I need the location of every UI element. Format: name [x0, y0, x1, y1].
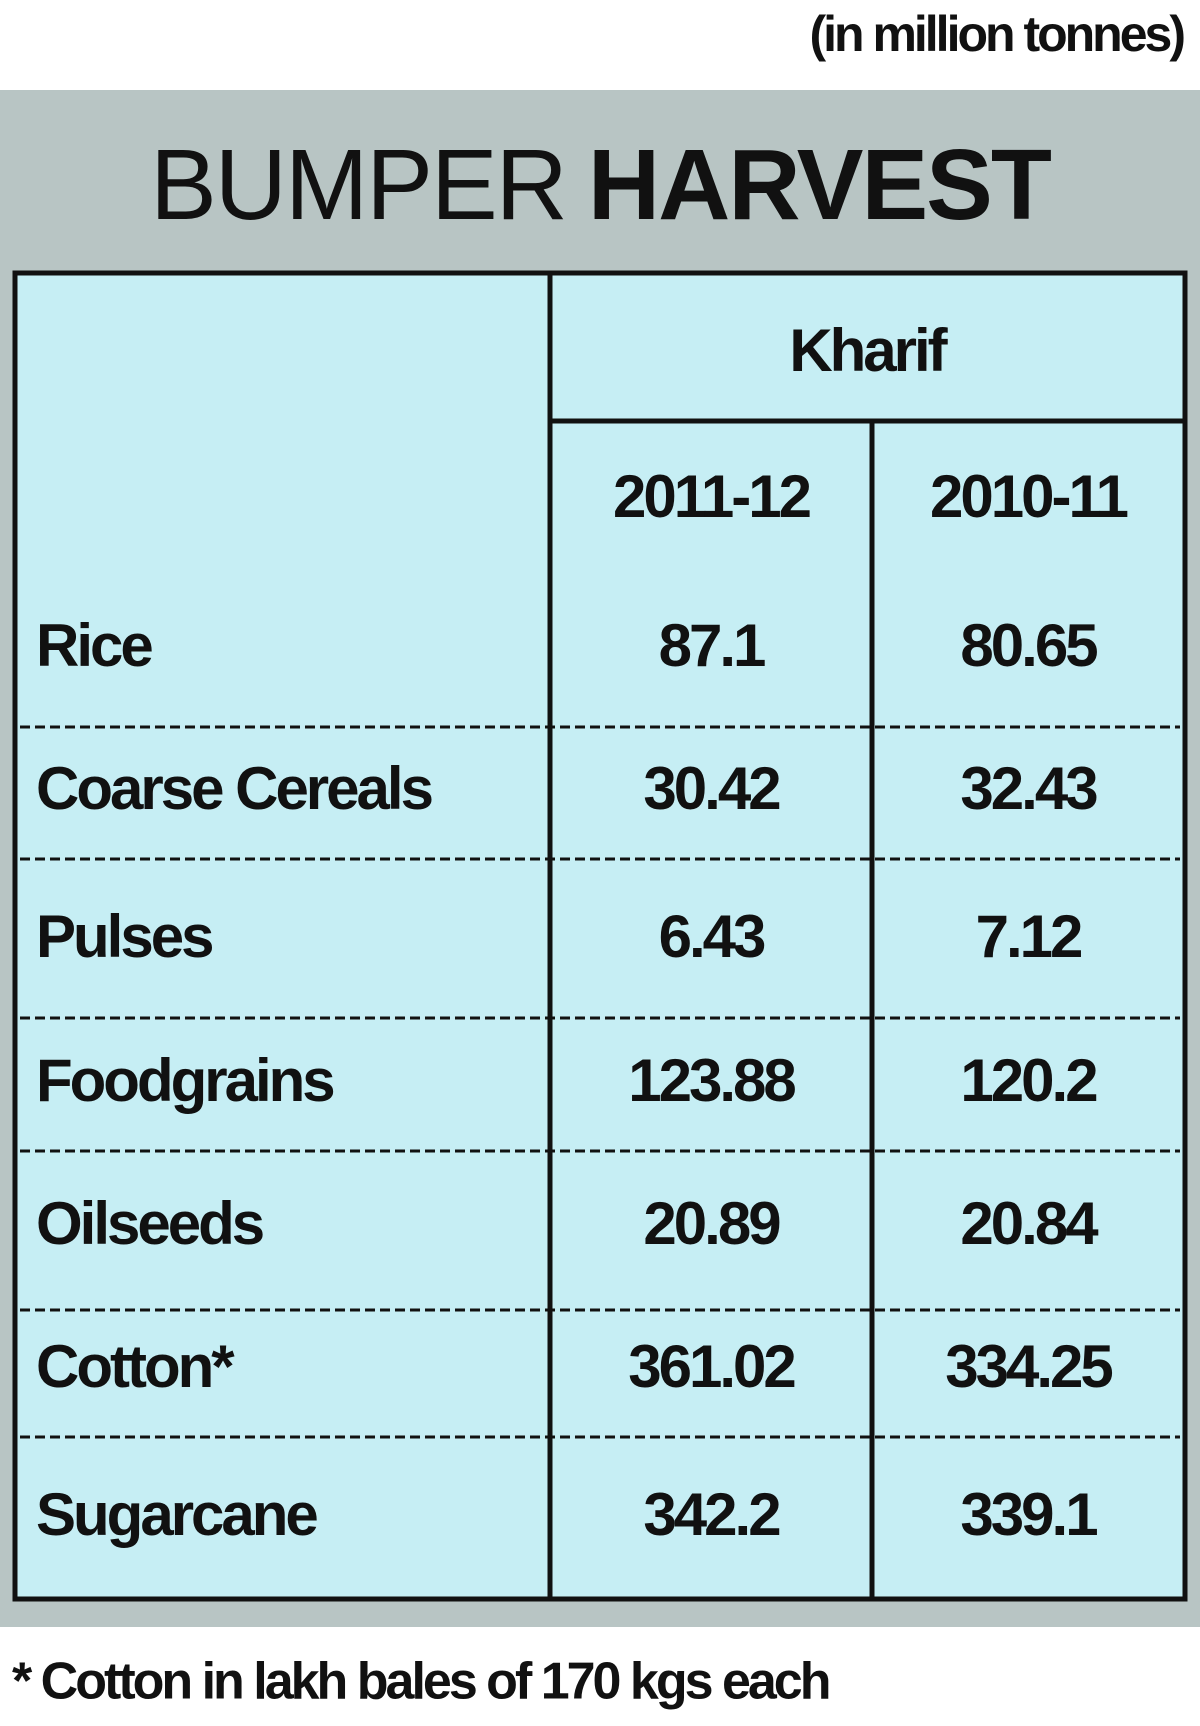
cell-value: 6.43	[659, 903, 765, 970]
row-label: Coarse Cereals	[36, 755, 432, 822]
title: BUMPER HARVEST	[150, 129, 1052, 241]
cell-value: 7.12	[976, 903, 1081, 970]
cell-value: 361.02	[628, 1333, 794, 1400]
row-label: Cotton*	[36, 1333, 235, 1400]
title-regular: BUMPER	[150, 129, 566, 241]
table	[12, 270, 1188, 1602]
row-label: Foodgrains	[36, 1047, 333, 1114]
row-label: Pulses	[36, 903, 212, 970]
cell-value: 334.25	[945, 1333, 1112, 1400]
table-body: Rice 87.1 80.65 Coarse Cereals 30.42 32.43 Pul…	[20, 612, 1180, 1548]
group-header: Kharif	[789, 317, 948, 384]
unit-note: (in million tonnes)	[809, 6, 1184, 62]
cell-value: 32.43	[960, 755, 1097, 822]
cell-value: 20.89	[643, 1190, 780, 1257]
row-label: Sugarcane	[36, 1481, 317, 1548]
column-header: 2011-12	[613, 463, 810, 530]
cell-value: 123.88	[628, 1047, 795, 1114]
footnote: * Cotton in lakh bales of 170 kgs each	[12, 1653, 829, 1711]
cell-value: 120.2	[960, 1047, 1096, 1114]
cell-value: 87.1	[659, 612, 765, 679]
cell-value: 20.84	[960, 1190, 1099, 1257]
cell-value: 30.42	[643, 755, 779, 822]
row-label: Rice	[36, 612, 152, 679]
row-label: Oilseeds	[36, 1190, 263, 1257]
cell-value: 342.2	[643, 1481, 779, 1548]
column-header: 2010-11	[930, 463, 1128, 530]
cell-value: 339.1	[960, 1481, 1097, 1548]
cell-value: 80.65	[960, 612, 1097, 679]
title-bold: HARVEST	[588, 129, 1052, 241]
